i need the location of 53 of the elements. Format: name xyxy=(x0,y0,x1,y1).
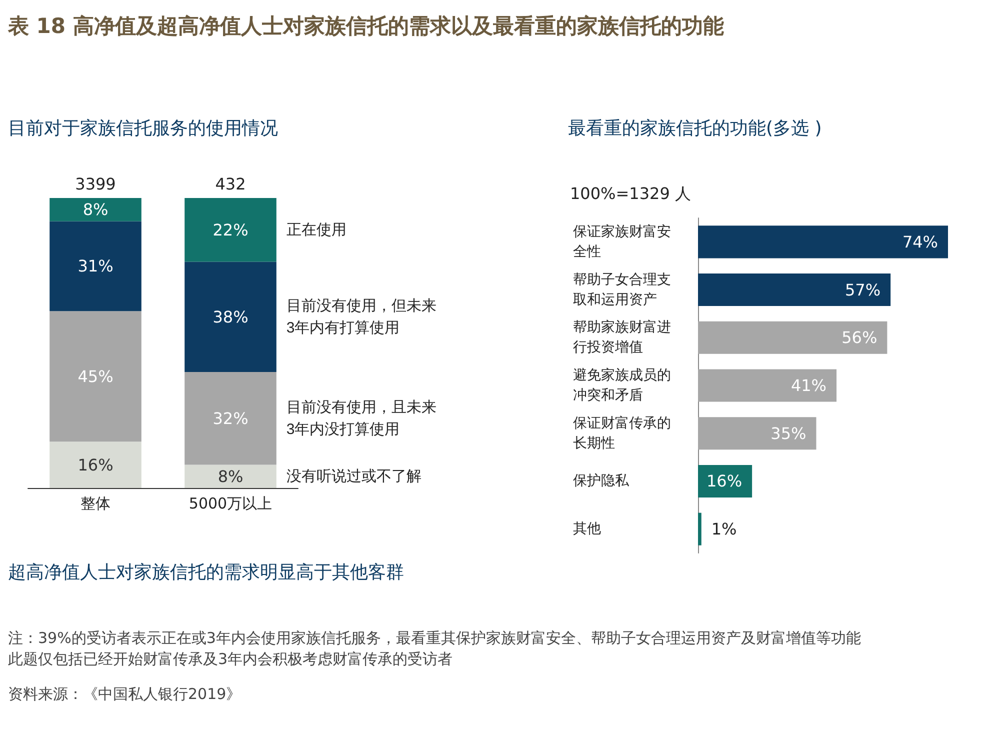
data-label: 31% xyxy=(78,256,114,276)
y-tick-label: 其他 xyxy=(573,521,601,538)
bar xyxy=(698,321,888,354)
chart-title: 最看重的家族信托的功能(多选 ) xyxy=(568,117,822,140)
bar xyxy=(50,442,142,488)
data-label: 22% xyxy=(212,220,248,240)
y-tick-label: 保证家族财富安全性 xyxy=(573,224,671,260)
bar xyxy=(50,311,142,442)
bar xyxy=(698,274,891,306)
series-label: 目前没有使用，但未来3年内有打算使用 xyxy=(286,297,436,336)
series-label: 目前没有使用，且未来3年内没打算使用 xyxy=(286,398,436,438)
chart-subtitle: 100%=1329 人 xyxy=(570,184,691,205)
data-label: 38% xyxy=(212,307,248,326)
bar xyxy=(184,464,276,488)
data-label: 8% xyxy=(218,466,244,486)
bar xyxy=(698,417,816,450)
annotation: 3399 xyxy=(75,174,116,194)
data-label: 41% xyxy=(790,376,827,395)
y-tick-label: 帮助家族财富进行投资增值 xyxy=(573,320,671,356)
series-label: 没有听说过或不了解 xyxy=(286,468,422,485)
bar xyxy=(50,221,142,312)
data-label: 56% xyxy=(842,328,878,348)
text: 表 18 高净值及超高净值人士对家族信托的需求以及最看重的家族信托的功能 xyxy=(8,13,724,40)
bar xyxy=(184,198,276,262)
chart-subtitle: 目前对于家族信托服务的使用情况 xyxy=(8,117,278,140)
bar xyxy=(184,372,276,465)
text: 此题仅包括已经开始财富传承及3年内会积极考虑财富传承的受访者 xyxy=(8,649,454,670)
y-tick-label: 保护隐私 xyxy=(573,473,630,490)
y-tick-label: 避免家族成员的冲突和矛盾 xyxy=(573,368,671,404)
text: 注：39%的受访者表示正在或3年内会使用家族信托服务，最看重其保护家族财富安全、帮助子女合理运用资产及财富增值等功能 xyxy=(8,628,862,649)
y-tick-label: 帮助子女合理支取和运用资产 xyxy=(573,272,671,308)
bar xyxy=(698,369,837,402)
text: 资料来源：《中国私人银行2019》 xyxy=(8,684,242,705)
data-label: 45% xyxy=(78,366,114,386)
data-label: 35% xyxy=(770,424,806,443)
bar xyxy=(50,198,142,222)
data-label: 1% xyxy=(711,520,737,539)
bar xyxy=(698,226,948,258)
bar xyxy=(184,262,276,372)
y-tick-label: 保证财富传承的长期性 xyxy=(573,415,671,452)
text: 超高净值人士对家族信托的需求明显高于其他客群 xyxy=(8,561,404,584)
data-label: 57% xyxy=(845,280,881,300)
x-tick-label: 5000万以上 xyxy=(188,494,272,512)
annotation: 432 xyxy=(215,174,246,194)
bar xyxy=(698,464,752,498)
data-label: 16% xyxy=(706,472,742,491)
bar xyxy=(698,512,702,546)
x-tick-label: 整体 xyxy=(80,494,110,512)
data-label: 32% xyxy=(212,408,248,428)
data-label: 16% xyxy=(78,455,114,474)
series-label: 正在使用 xyxy=(286,221,346,238)
data-label: 8% xyxy=(82,200,108,220)
data-label: 74% xyxy=(902,232,938,252)
